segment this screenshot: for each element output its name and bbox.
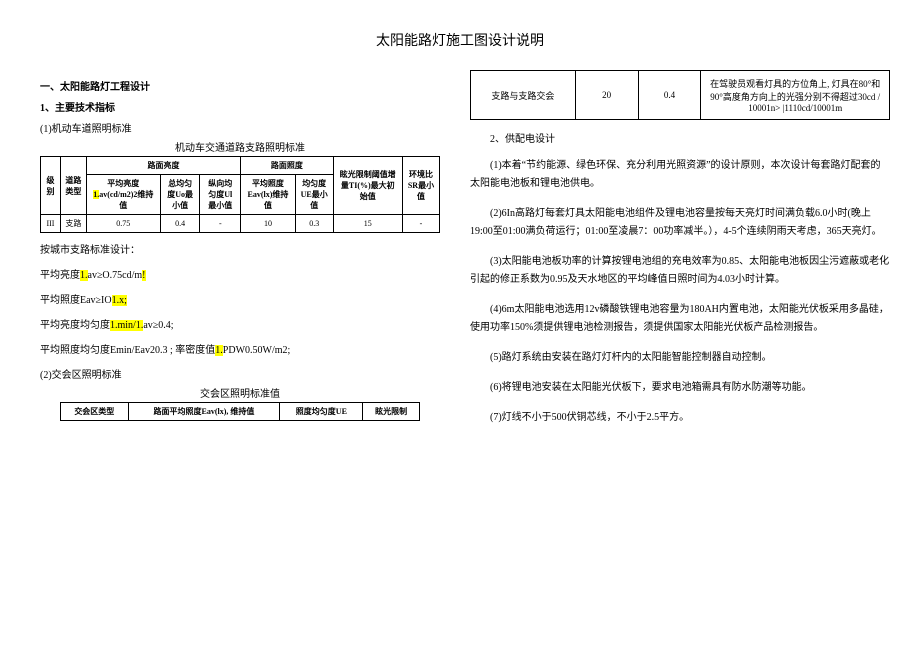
table2-caption: 交会区照明标准值: [40, 385, 440, 400]
t1-r1-c9: -: [402, 215, 439, 233]
t1-r1-c2: 支路: [60, 215, 86, 233]
t3-r1-c1: 支路与支路交会: [471, 71, 576, 120]
line-p2: 平均照度Eav≥IO1.x;: [40, 291, 440, 306]
table1: 级别 道路类型 路面亮度 路面照度 眩光限制阈值增量TI(%)最大初始值 环境比…: [40, 156, 440, 233]
content-columns: 一、太阳能路灯工程设计 1、主要技术指标 (1)机动车道照明标准 机动车交通道路…: [40, 70, 880, 439]
t3-r1-c4: 在驾驶员观看灯具的方位角上, 灯具在80°和90°高度角方向上的光强分别不得超过…: [701, 71, 890, 120]
t1-h-c8: 眩光限制阈值增量TI(%)最大初始值: [333, 157, 402, 215]
para-2: (2)6In高路灯每套灯具太阳能电池组件及锂电池容量按每天亮灯时间满负载6.0小…: [470, 205, 890, 241]
table1-caption: 机动车交通道路支路照明标准: [40, 139, 440, 154]
right-column: 支路与支路交会 20 0.4 在驾驶员观看灯具的方位角上, 灯具在80°和90°…: [470, 70, 890, 439]
t1-h-c1: 级别: [41, 157, 61, 215]
left-column: 一、太阳能路灯工程设计 1、主要技术指标 (1)机动车道照明标准 机动车交通道路…: [40, 70, 440, 439]
t2-h-c3: 照度均匀度UE: [280, 403, 363, 421]
table2: 交会区类型 路面平均照度Eav(lx), 维持值 照度均匀度UE 眩光限制: [60, 402, 420, 421]
page-title: 太阳能路灯施工图设计说明: [40, 30, 880, 50]
t1-h-g2: 路面照度: [241, 157, 334, 175]
para-1: (1)本着“节约能源、绿色环保、充分利用光照资源”的设计原则，本次设计每套路灯配…: [470, 157, 890, 193]
t1-r1-c8: 15: [333, 215, 402, 233]
table3: 支路与支路交会 20 0.4 在驾驶员观看灯具的方位角上, 灯具在80°和90°…: [470, 70, 890, 120]
t1-h-c9: 环境比SR最小值: [402, 157, 439, 215]
t2-h-c2: 路面平均照度Eav(lx), 维持值: [128, 403, 280, 421]
t2-h-c4: 眩光限制: [363, 403, 420, 421]
t1-h-c3: 平均亮度1.av(cd/m2)2维持值: [86, 175, 160, 215]
t1-r1-c5: -: [200, 215, 241, 233]
para-6: (6)将锂电池安装在太阳能光伏板下，要求电池箱需具有防水防潮等功能。: [470, 379, 890, 397]
heading-1-1-1: (1)机动车道照明标准: [40, 120, 440, 135]
heading-1-1: 1、主要技术指标: [40, 99, 440, 114]
t1-h-c2: 道路类型: [60, 157, 86, 215]
line-p3: 平均亮度均匀度1.min/1.av≥0.4;: [40, 316, 440, 331]
heading-2: 2、供配电设计: [470, 130, 890, 145]
para-5: (5)路灯系统由安装在路灯灯杆内的太阳能智能控制器自动控制。: [470, 349, 890, 367]
para-3: (3)太阳能电池板功率的计算按锂电池组的充电效率为0.85、太阳能电池板因尘污遮…: [470, 253, 890, 289]
t2-h-c1: 交会区类型: [61, 403, 129, 421]
t3-r1-c3: 0.4: [638, 71, 701, 120]
line-after-t1: 按城市支路标准设计：: [40, 241, 440, 256]
t1-h-c6: 平均照度Eav(lx)维持值: [241, 175, 296, 215]
t1-h-c5: 纵向均匀度Ul最小值: [200, 175, 241, 215]
t1-r1-c6: 10: [241, 215, 296, 233]
t1-h-c7: 均匀度UE最小值: [295, 175, 333, 215]
t1-r1-c4: 0.4: [160, 215, 200, 233]
line-p1: 平均亮度1.av≥O.75cd/m!: [40, 266, 440, 281]
t3-r1-c2: 20: [575, 71, 638, 120]
t1-r1-c7: 0.3: [295, 215, 333, 233]
t1-r1-c1: III: [41, 215, 61, 233]
heading-1-1-2: (2)交会区照明标准: [40, 366, 440, 381]
heading-1: 一、太阳能路灯工程设计: [40, 78, 440, 93]
t1-r1-c3: 0.75: [86, 215, 160, 233]
t1-h-g1: 路面亮度: [86, 157, 240, 175]
para-4: (4)6m太阳能电池选用12v磷酸铁锂电池容量为180AH内置电池，太阳能光伏板…: [470, 301, 890, 337]
t1-h-c4: 总均匀度Uo最小值: [160, 175, 200, 215]
line-p4: 平均照度均匀度Emin/Eav20.3 ; 率密度值1.PDW0.50W/m2;: [40, 341, 440, 356]
para-7: (7)灯线不小于500伏铜芯线，不小于2.5平方。: [470, 409, 890, 427]
